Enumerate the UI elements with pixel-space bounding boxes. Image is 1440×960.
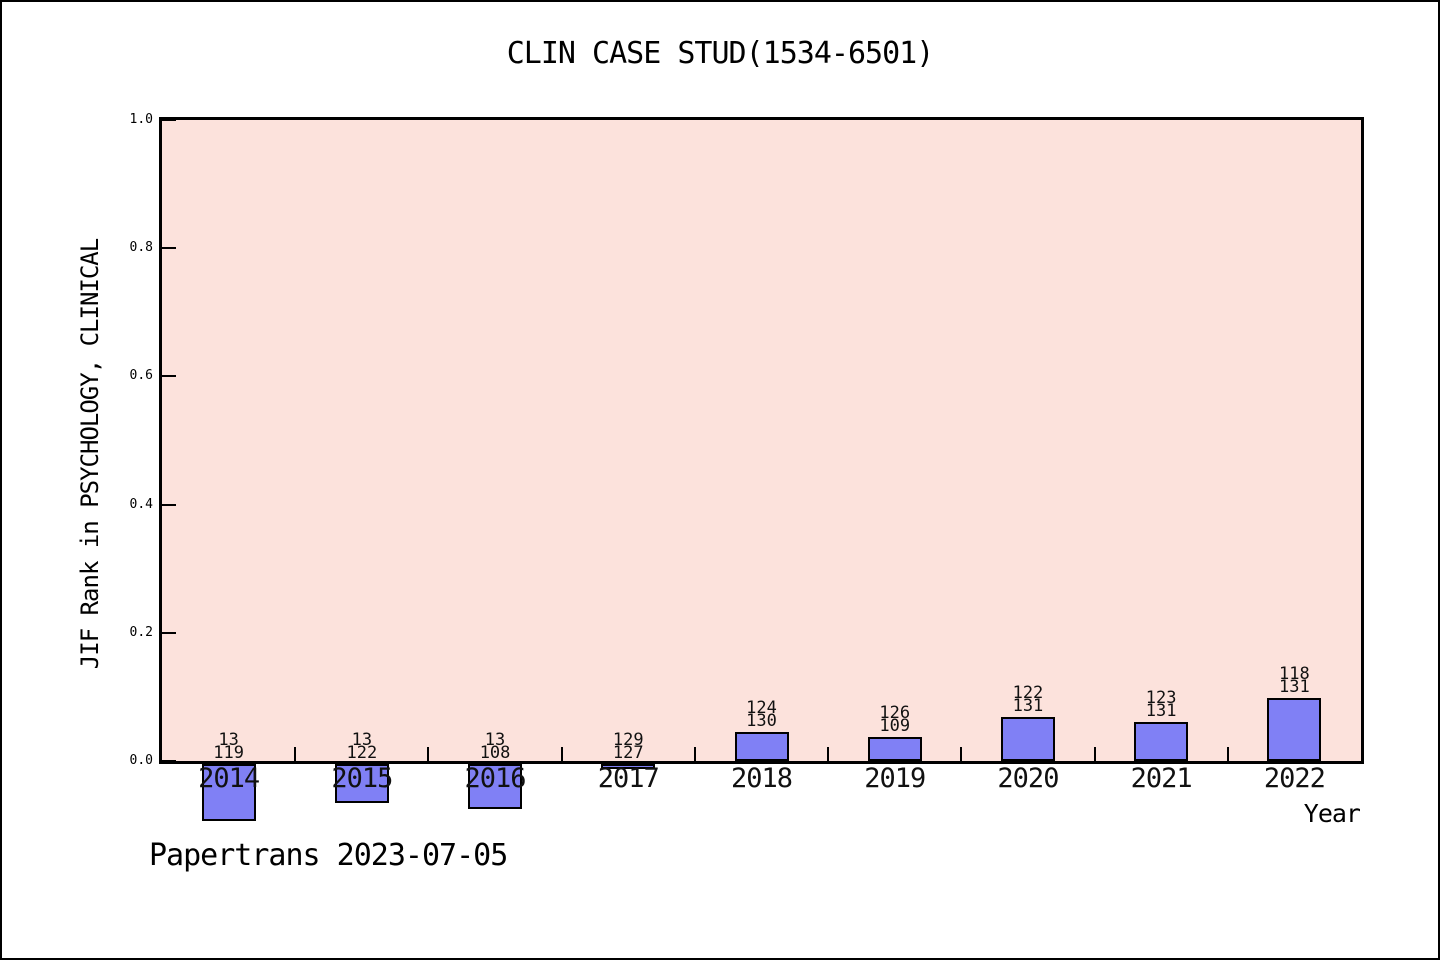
x-tick [560, 747, 563, 761]
bar-value-label: 123 131 [1145, 687, 1177, 721]
bar [468, 764, 523, 810]
x-tick [960, 747, 963, 761]
x-category-label: 2020 [997, 763, 1059, 794]
bar-value-label: 129 127 [612, 730, 644, 763]
y-tick [162, 760, 176, 762]
x-tick [1093, 747, 1096, 761]
x-axis-label: Year [1303, 799, 1361, 828]
bar [734, 731, 789, 761]
bar [1267, 697, 1322, 761]
bar [1000, 716, 1055, 761]
x-category-label: 2017 [597, 763, 660, 794]
bar-value-label: 13 122 [346, 730, 378, 763]
bar [867, 736, 922, 761]
bar [201, 764, 256, 821]
bar [1134, 721, 1189, 761]
y-tick [162, 119, 176, 121]
x-category-label: 2016 [464, 763, 527, 794]
y-tick-label: 1.0 [129, 112, 153, 127]
y-tick [162, 375, 176, 378]
bar [334, 764, 389, 804]
y-tick [162, 631, 176, 634]
x-tick [827, 747, 830, 761]
bar-value-label: 122 131 [1012, 682, 1044, 716]
x-category-label: 2014 [198, 763, 260, 794]
x-tick [693, 747, 696, 761]
y-tick-label: 0.4 [129, 496, 153, 512]
y-tick-label: 0.2 [129, 624, 153, 640]
bar-value-label: 124 130 [746, 697, 777, 731]
y-tick-label: 0.6 [129, 368, 153, 384]
x-category-label: 2015 [331, 763, 393, 794]
bar-value-label: 13 108 [479, 730, 511, 763]
chart-title: CLIN CASE STUD(1534-6501) [506, 36, 935, 71]
y-tick [162, 247, 176, 250]
x-category-label: 2018 [730, 763, 793, 794]
y-tick-label: 0.0 [129, 753, 153, 768]
watermark-text: Papertrans 2023-07-05 [149, 838, 508, 873]
x-tick [1226, 747, 1229, 761]
plot-area: 0.0 0.2 0.4 0.6 0.8 1.0 13 119 2014 13 122 2015 13… [130, 112, 1364, 821]
bar-value-label: 126 109 [879, 702, 911, 736]
y-tick [162, 503, 176, 506]
bar [601, 764, 656, 770]
x-category-label: 2021 [1130, 763, 1193, 794]
x-category-label: 2019 [864, 763, 926, 794]
x-tick [294, 747, 297, 761]
x-category-label: 2022 [1263, 763, 1326, 794]
x-tick [427, 747, 430, 761]
bar-value-label: 118 131 [1279, 663, 1310, 697]
y-tick-label: 0.8 [129, 240, 153, 256]
bar-value-label: 13 119 [213, 730, 244, 763]
